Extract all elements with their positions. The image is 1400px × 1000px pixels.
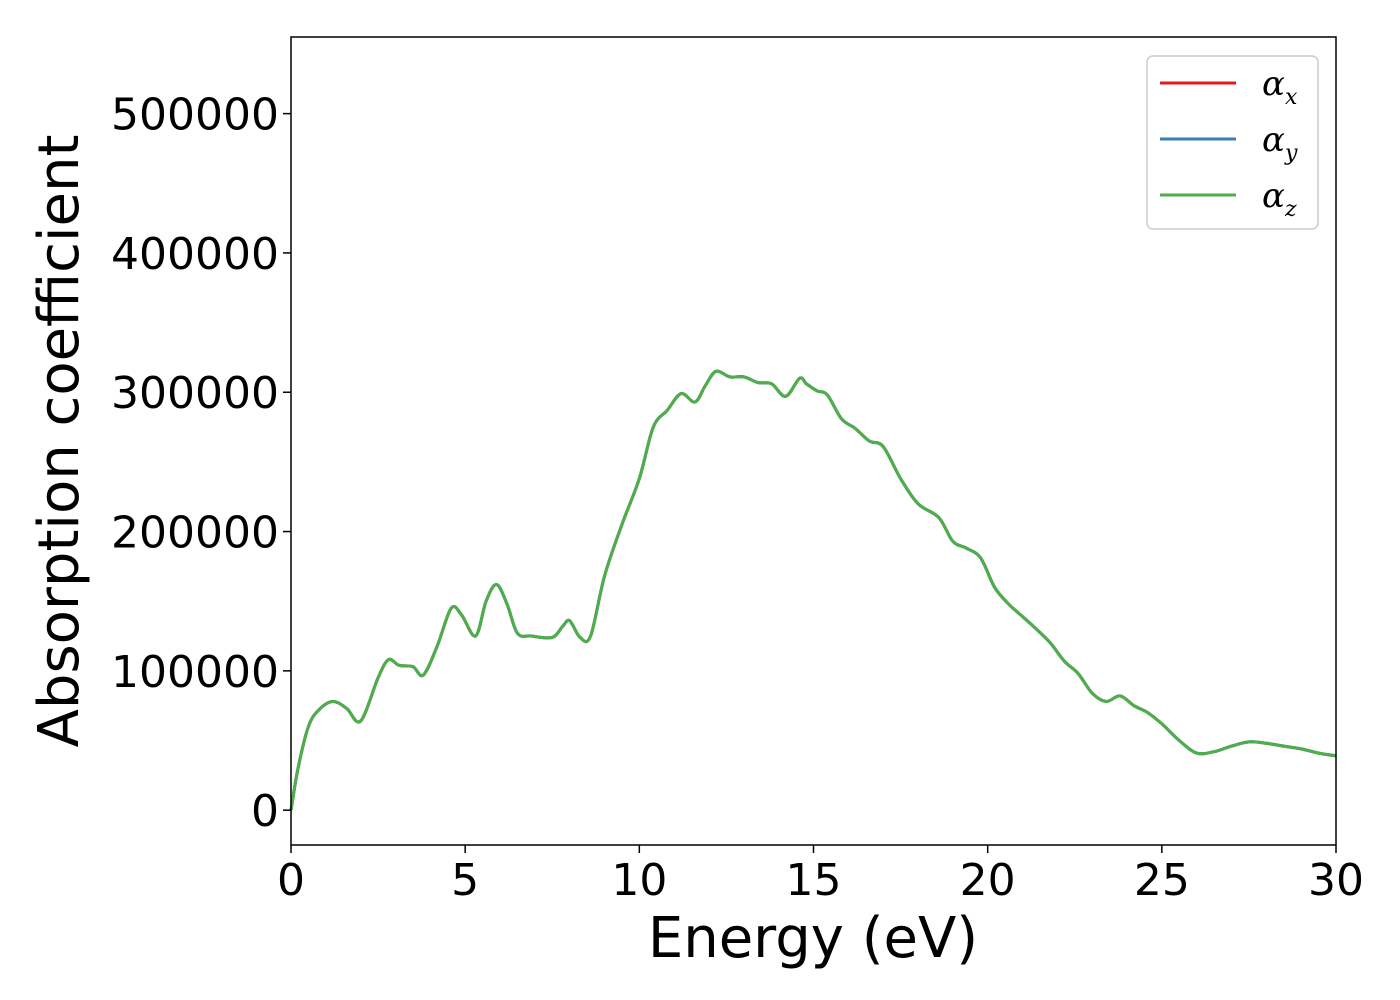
y-tick-label: 500000 xyxy=(111,90,279,141)
x-tick-label: 5 xyxy=(451,855,479,906)
legend-label-subscript: y xyxy=(1284,141,1298,166)
x-tick-label: 0 xyxy=(277,855,305,906)
y-tick-label: 0 xyxy=(251,786,279,837)
y-tick-label: 200000 xyxy=(111,508,279,559)
x-axis: 0 5 10 15 20 25 30 xyxy=(277,845,1364,906)
x-tick-label: 25 xyxy=(1134,855,1190,906)
series-layer xyxy=(289,369,1337,811)
x-axis-label: Energy (eV) xyxy=(648,906,978,971)
series-line-z xyxy=(289,369,1337,811)
y-tick-label: 300000 xyxy=(111,368,279,419)
legend-label: αy xyxy=(1262,120,1298,166)
legend-label-symbol: α xyxy=(1262,176,1285,216)
x-tick-label: 15 xyxy=(786,855,842,906)
x-tick-label: 20 xyxy=(960,855,1016,906)
y-axis-label: Absorption coefficient xyxy=(27,135,92,748)
x-tick-label: 30 xyxy=(1308,855,1364,906)
x-tick-label: 10 xyxy=(611,855,667,906)
legend-box xyxy=(1146,55,1319,230)
legend-label: αz xyxy=(1262,176,1297,222)
legend-label-symbol: α xyxy=(1262,64,1285,104)
y-tick-label: 400000 xyxy=(111,229,279,280)
legend-label-symbol: α xyxy=(1262,120,1285,160)
y-tick-label: 100000 xyxy=(111,647,279,698)
legend-label-subscript: x xyxy=(1285,85,1298,110)
legend-label-subscript: z xyxy=(1284,197,1297,222)
y-axis: 0 100000 200000 300000 400000 500000 xyxy=(111,90,291,837)
legend-label: αx xyxy=(1262,64,1298,110)
